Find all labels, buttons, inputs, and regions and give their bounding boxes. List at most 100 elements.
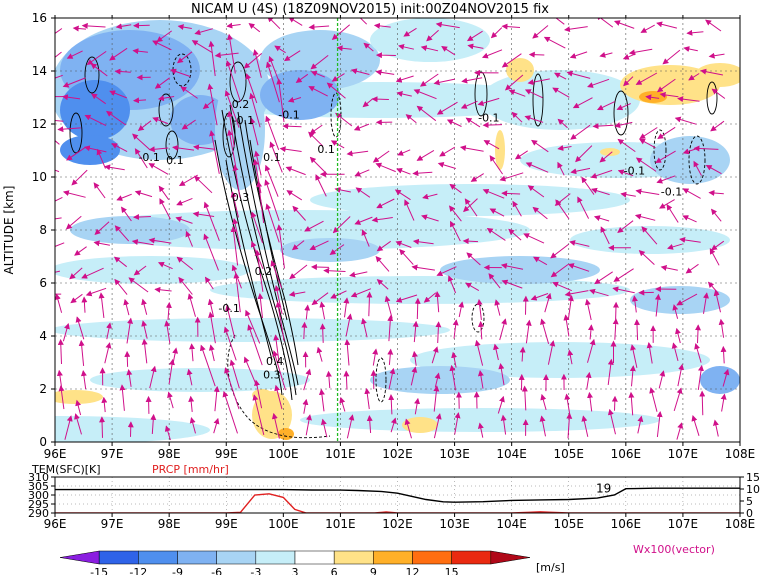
wind-vector (667, 243, 683, 250)
wind-vector (412, 170, 433, 177)
contour-line (249, 139, 288, 321)
wind-vector (439, 146, 456, 157)
wind-vector (86, 50, 107, 65)
wind-vector (673, 387, 683, 412)
wind-vector (111, 143, 128, 153)
wind-vector (245, 73, 258, 104)
wind-vector (483, 140, 500, 150)
wind-vector (595, 18, 614, 28)
wind-vector (616, 103, 631, 111)
wind-vector (188, 395, 195, 412)
wind-vector (412, 320, 419, 343)
wind-vector (710, 120, 725, 132)
wind-vector (55, 51, 62, 58)
wind-vector (208, 344, 215, 362)
wind-vector (436, 266, 457, 276)
wind-vector (75, 316, 85, 340)
colorbar-level-label: -12 (129, 566, 147, 575)
x-tick-label: 103E (439, 447, 470, 461)
wind-vector (295, 73, 309, 83)
wind-vector (254, 379, 263, 409)
wind-vector (270, 260, 283, 289)
wind-vector (310, 55, 329, 70)
colorbar-unit: [m/s] (536, 561, 565, 574)
colorbar-swatch (138, 550, 178, 565)
wind-vector (149, 365, 157, 389)
sub-left-tick-label: 290 (28, 507, 49, 520)
y-tick-label: 10 (32, 170, 47, 184)
wind-vector (611, 395, 618, 411)
wind-vector (449, 364, 457, 391)
wind-vector (286, 190, 303, 201)
wind-vector (226, 33, 236, 74)
colorbar-level-label: -3 (250, 566, 261, 575)
wind-vector (591, 187, 610, 196)
vector-layer (55, 18, 730, 441)
shade-band (55, 256, 250, 284)
colorbar-level-label: 12 (406, 566, 420, 575)
wind-vector (654, 293, 661, 317)
wind-vector (133, 97, 147, 104)
wind-vector (512, 200, 522, 217)
colorbar-swatch (255, 550, 296, 565)
wind-vector (344, 339, 351, 366)
wind-vector (264, 164, 279, 197)
sub-right-tick-label: 0 (746, 507, 753, 520)
wind-vector (600, 226, 610, 245)
wind-vector (395, 240, 412, 248)
colorbar-swatch (333, 550, 374, 565)
wind-vector (599, 151, 613, 163)
x-tick-label: 98E (158, 447, 181, 461)
shade-blob (480, 70, 640, 130)
wind-vector (631, 295, 638, 313)
sub-right-tick-label: 15 (746, 471, 760, 484)
wind-vector (335, 112, 353, 127)
wind-vector (372, 150, 390, 163)
wind-vector (137, 120, 152, 132)
wind-vector (691, 415, 700, 436)
wind-vector (271, 412, 280, 439)
wind-vector (411, 264, 435, 271)
wind-vector (199, 344, 216, 387)
wind-vector (500, 263, 524, 270)
colorbar-level-label: 9 (370, 566, 377, 575)
wind-vector (416, 149, 435, 161)
contour-line (229, 104, 297, 396)
wind-vector (303, 368, 312, 391)
wind-vector (109, 47, 128, 61)
wind-vector (90, 63, 108, 77)
x-tick-label: 102E (382, 447, 413, 461)
wind-vector (250, 211, 264, 244)
wind-vector (164, 320, 171, 344)
wind-vector (634, 213, 656, 221)
wind-vector (635, 157, 657, 172)
wind-vector (705, 19, 722, 32)
wind-vector (697, 364, 704, 390)
wind-vector (566, 412, 573, 439)
wind-vector (230, 191, 239, 218)
wind-vector (291, 240, 305, 251)
contour-label: -0.1 (478, 111, 499, 124)
sub-x-tick-label: 106E (611, 517, 642, 531)
wind-vector (528, 51, 545, 58)
wind-vector (521, 385, 528, 411)
wind-vector (454, 412, 461, 435)
wind-vector (617, 169, 634, 177)
wind-vector (722, 368, 730, 387)
x-tick-label: 100E (268, 447, 299, 461)
wind-vector (679, 236, 701, 243)
x-axis: 96E 97E 98E 99E 100E 101E 102E 103E 104E 105E 106E… (44, 15, 755, 461)
wind-vector (477, 97, 500, 106)
wind-vector (302, 398, 309, 414)
wind-vector (676, 293, 698, 306)
wind-vector (564, 26, 588, 33)
wind-vector (233, 272, 241, 313)
wind-vector (90, 93, 106, 105)
wind-vector (154, 77, 170, 89)
wind-vector (268, 55, 279, 80)
wind-vector (267, 18, 281, 30)
wind-vector (189, 417, 196, 434)
wind-vector (81, 267, 104, 279)
wind-vector (628, 391, 635, 416)
wind-vector (376, 198, 395, 209)
